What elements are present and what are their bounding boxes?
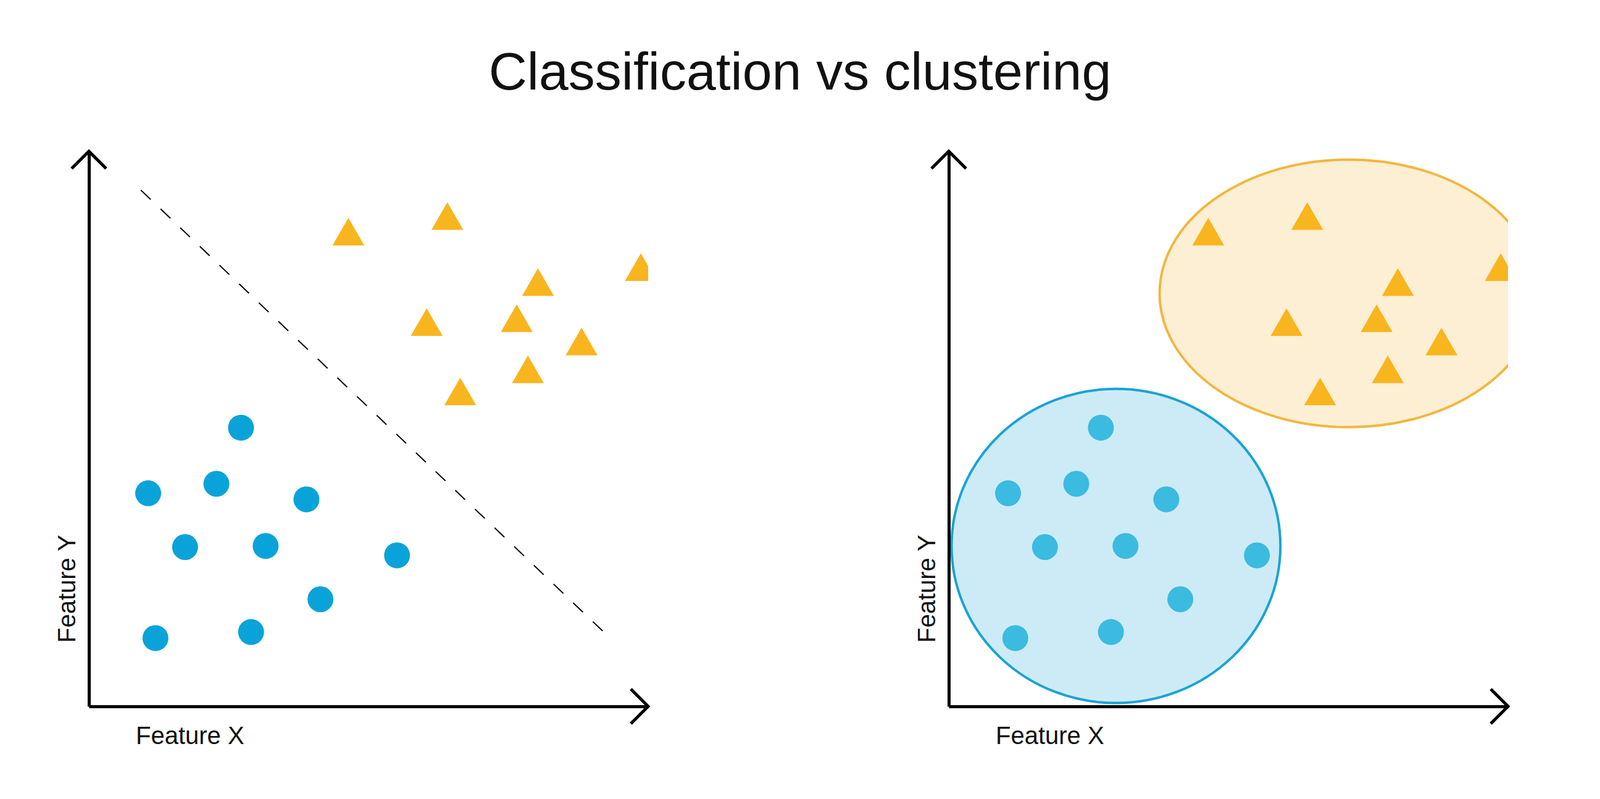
point [624,253,649,281]
axis-line [947,151,951,707]
point [500,304,533,333]
point [307,585,334,612]
point [238,619,265,646]
chart: Feature X Feature Y [53,151,657,749]
chart: Feature X Feature Y [912,151,1538,749]
point [1063,470,1090,497]
point [1360,304,1393,333]
axis-line [89,704,649,709]
point [332,217,365,246]
y-axis-title: Feature Y [912,534,941,643]
point [135,480,162,507]
arrow-head [1490,688,1509,724]
point [227,414,254,441]
point [1098,619,1125,646]
y-axis [948,151,950,707]
point [431,202,464,231]
point [522,268,555,297]
point [1291,202,1324,231]
point [1112,532,1139,559]
point [444,377,477,406]
axis-line [949,704,1509,709]
axis-line [87,151,91,707]
point [1382,268,1415,297]
arrow-head [630,688,649,724]
y-axis-title: Feature Y [53,534,81,643]
point [1192,217,1225,246]
point [1002,624,1029,651]
point [293,486,320,513]
point [172,533,199,560]
point [1484,253,1509,281]
point [383,541,410,568]
plot-area [135,190,649,651]
canvas: Classification vs clusteringFeature XFea… [0,0,1600,799]
point [995,480,1021,507]
point [252,532,279,559]
x-axis [89,706,649,707]
point [142,624,169,651]
point [410,308,443,336]
point [511,355,544,384]
arrow-head [931,151,967,169]
plot-area [951,159,1509,703]
point [1270,308,1303,336]
arrow-head [71,151,107,169]
x-axis [949,706,1509,707]
title: Classification vs clustering [488,41,1112,101]
x-axis-title: Feature X [135,721,245,749]
point [203,470,230,497]
point [1167,585,1194,612]
point [1087,414,1114,441]
point [565,327,598,356]
cluster [1159,159,1509,427]
point [1032,533,1059,560]
x-axis-title: Feature X [995,721,1105,749]
point [1243,541,1270,568]
point [1153,486,1180,513]
y-axis [88,151,90,707]
point [1304,377,1337,406]
point [1425,327,1458,356]
boundary-line [140,190,610,638]
cluster [951,388,1281,704]
point [1371,355,1404,384]
